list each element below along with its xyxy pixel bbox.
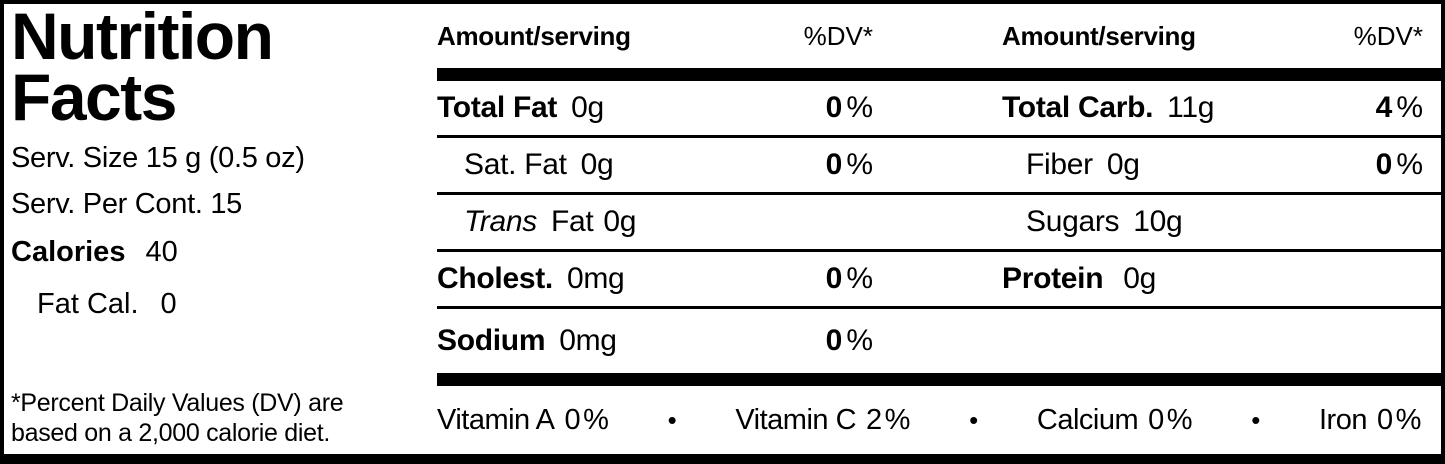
iron-item: Iron 0% [1319,403,1421,436]
nutrient-label: Sodium [437,324,546,357]
left-panel: Nutrition Facts Serv. Size 15 g (0.5 oz)… [4,0,437,454]
calcium-item: Calcium 0% [1036,403,1193,436]
nutrient-amount: 0g [603,205,637,238]
nutrient-label: Fiber [1026,148,1093,181]
nutrient-amount: 0g [580,148,614,181]
nutrition-facts-title: Nutrition Facts [11,0,431,135]
fat-calories-value: 0 [160,287,177,320]
nutrient-amount: 0mg [559,324,617,357]
header-right-column: Amount/serving %DV* [1002,21,1423,52]
dv-value: 0% [825,91,873,124]
nutrient-label: Total Carb. [1002,91,1154,124]
vitamins-row: Vitamin A 0% • Vitamin C 2% • Calcium 0% • … [437,386,1441,454]
nutrient-amount: 0g [1106,148,1140,181]
nutrient-label: Sugars [1026,205,1120,238]
nutrient-label: Sat. Fat [464,148,567,181]
fat-calories-label: Fat Cal. [37,287,139,320]
vitamin-a-item: Vitamin A 0% [437,403,609,436]
title-line-2: Facts [11,60,177,135]
nutrient-amount: 0g [571,91,604,124]
total-carb-cell: Total Carb. 11g 4% [1002,91,1423,125]
calories-value: 40 [145,235,178,268]
nutrient-label: Cholest. [437,262,553,295]
header-left-column: Amount/serving %DV* [437,21,873,52]
protein-cell: Protein 0g [1002,262,1423,296]
dv-value: 0% [825,324,873,357]
calories-row: Calories 40 [11,236,431,269]
dv-value: 0% [825,262,873,295]
fat-calories-row: Fat Cal. 0 [11,288,431,321]
dv-header-left: %DV* [803,20,873,51]
nutrient-row-trans-fat-sugars: Trans Fat 0g Sugars 10g [437,195,1441,252]
daily-value-footnote: *Percent Daily Values (DV) are based on … [11,388,431,448]
bullet-separator: • [969,404,978,435]
serving-size: Serv. Size 15 g (0.5 oz) [11,141,305,174]
calories-label: Calories [11,235,126,268]
amount-serving-header-left: Amount/serving [437,20,631,51]
trans-fat-cell: Trans Fat 0g [437,205,873,239]
total-fat-cell: Total Fat 0g 0% [437,91,873,125]
dv-value: 4% [1375,91,1423,124]
footnote-line-1: *Percent Daily Values (DV) are [11,389,344,417]
dv-value: 0% [825,148,873,181]
thick-divider-bar-bottom [437,373,1441,386]
nutrient-amount: 10g [1133,205,1183,238]
cholesterol-cell: Cholest. 0mg 0% [437,262,873,296]
fiber-cell: Fiber 0g 0% [1002,148,1423,182]
nutrient-label: Fat [550,205,594,238]
amount-serving-header-right: Amount/serving [1002,20,1196,51]
table-header-row: Amount/serving %DV* Amount/serving %DV* [437,4,1441,68]
nutrient-amount: 0mg [566,262,625,295]
nutrient-row-total-fat-total-carb: Total Fat 0g 0% Total Carb. 11g 4% [437,81,1441,138]
dv-value: 0% [1375,148,1423,181]
nutrient-label: Total Fat [437,91,558,124]
thick-divider-bar-top [437,68,1441,81]
bullet-separator: • [667,404,677,435]
nutrient-label: Protein [1002,262,1104,295]
title-line-1: Nutrition [11,0,274,73]
nutrient-amount: 11g [1167,91,1215,124]
sodium-cell: Sodium 0mg 0% [437,324,873,358]
servings-per-container: Serv. Per Cont. 15 [11,187,243,220]
nutrient-row-sat-fat-fiber: Sat. Fat 0g 0% Fiber 0g 0% [437,138,1441,195]
dv-header-right: %DV* [1353,20,1423,51]
nutrients-table: Amount/serving %DV* Amount/serving %DV* … [437,4,1441,454]
bullet-separator: • [1251,404,1260,435]
nutrient-label-italic: Trans [464,205,537,238]
vitamin-c-item: Vitamin C 2% [735,403,910,436]
sugars-cell: Sugars 10g [1002,205,1423,239]
nutrient-amount: 0g [1123,262,1157,295]
nutrient-row-sodium: Sodium 0mg 0% [437,309,1441,373]
nutrient-row-cholesterol-protein: Cholest. 0mg 0% Protein 0g [437,252,1441,309]
sat-fat-cell: Sat. Fat 0g 0% [437,148,873,182]
footnote-line-2: based on a 2,000 calorie diet. [11,419,331,447]
